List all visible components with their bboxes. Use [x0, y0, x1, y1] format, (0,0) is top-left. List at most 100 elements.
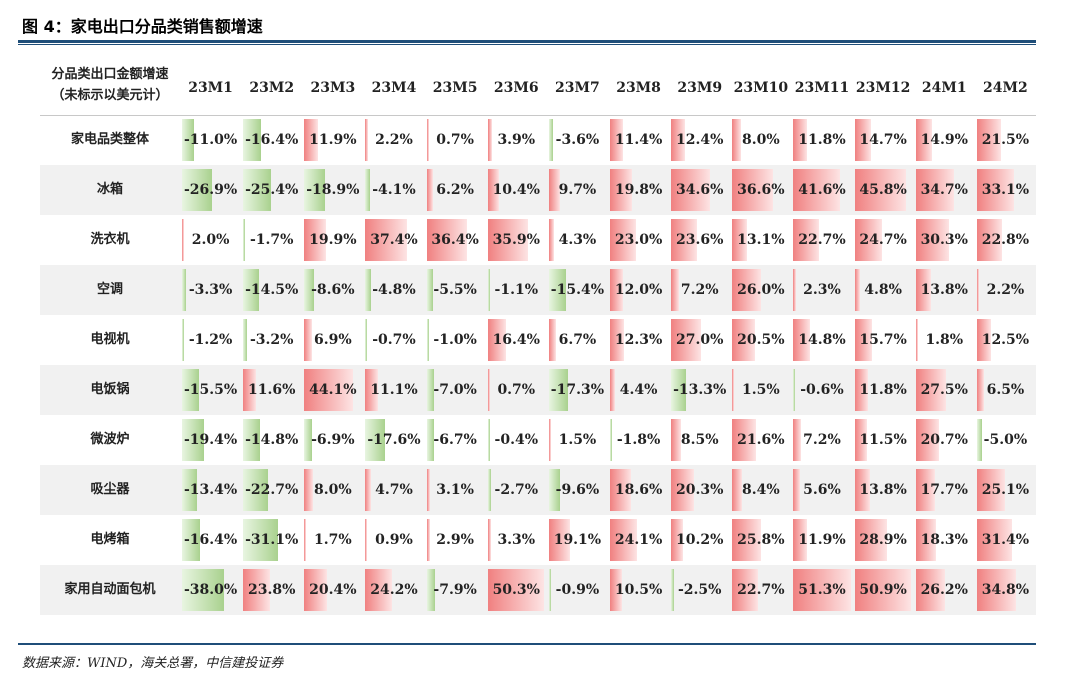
negative-bar [610, 419, 612, 461]
table-cell: 20.4% [302, 565, 363, 615]
cell-value: 25.8% [737, 532, 785, 548]
cell-value: 11.6% [248, 382, 296, 398]
positive-bar [671, 469, 694, 511]
table-row: 空调 -3.3% -14.5% -8.6% -4.8% -5.5% -1.1% -15.4% 1… [40, 265, 1036, 315]
positive-bar [671, 319, 702, 361]
cell-value: 34.6% [676, 182, 724, 198]
column-header: 23M9 [677, 80, 723, 96]
positive-bar [243, 569, 270, 611]
table-cell: 11.9% [302, 115, 363, 165]
table-cell: -9.6% [547, 465, 608, 515]
positive-bar [610, 119, 623, 161]
negative-bar [182, 169, 212, 211]
table-cell: -14.8% [241, 415, 302, 465]
positive-bar [915, 469, 936, 511]
positive-bar [610, 269, 624, 311]
cell-value: 20.7% [920, 432, 968, 448]
cell-value: 2.3% [803, 282, 841, 298]
cell-value: 20.3% [676, 482, 724, 498]
table-cell: 36.6% [730, 165, 791, 215]
table-cell: 35.9% [486, 215, 547, 265]
cell-value: 6.5% [986, 382, 1025, 398]
table-row: 电饭锅 -15.5% 11.6% 44.1% 11.1% -7.0% 0.7% -17.3% 4… [40, 365, 1036, 415]
cell-value: 34.7% [920, 182, 968, 198]
cell-value: -15.5% [183, 382, 238, 398]
cell-value: 37.4% [370, 232, 418, 248]
table-cell: 1.5% [547, 415, 608, 465]
cell-value: -1.7% [249, 232, 294, 248]
row-label: 电视机 [90, 332, 130, 347]
top-rule [18, 40, 1036, 43]
table-cell: 37.4% [363, 215, 424, 265]
negative-bar [548, 269, 566, 311]
column-header: 24M2 [983, 80, 1028, 96]
cell-value: 4.7% [375, 482, 413, 498]
cell-value: 28.9% [859, 532, 907, 548]
table-cell: 7.2% [791, 415, 852, 465]
cell-value: -0.9% [555, 582, 600, 598]
cell-value: -17.6% [367, 432, 421, 448]
table-cell: -7.0% [425, 365, 486, 415]
cell-value: 13.1% [737, 232, 785, 248]
positive-bar [548, 219, 554, 261]
negative-bar [365, 269, 371, 311]
cell-value: -15.4% [550, 282, 605, 298]
positive-bar [304, 469, 314, 511]
source-note: 数据来源：WIND，海关总署，中信建投证券 [22, 656, 284, 671]
negative-bar [182, 269, 186, 311]
positive-bar [182, 219, 185, 261]
table-cell: 23.6% [669, 215, 730, 265]
cell-value: -6.7% [433, 432, 477, 448]
positive-bar [671, 169, 710, 211]
cell-value: -13.3% [673, 382, 727, 398]
table-cell: 21.5% [975, 115, 1036, 165]
positive-bar [487, 569, 544, 611]
table-row: 吸尘器 -13.4% -22.7% 8.0% 4.7% 3.1% -2.7% -9.6% 18.… [40, 465, 1036, 515]
positive-bar [915, 369, 947, 411]
positive-bar [671, 269, 680, 311]
negative-bar [243, 469, 269, 511]
cell-value: 1.5% [742, 382, 780, 398]
positive-bar [793, 469, 800, 511]
positive-bar [793, 269, 796, 311]
table-cell: -18.9% [302, 165, 363, 215]
negative-bar [243, 319, 247, 361]
positive-bar [732, 469, 742, 511]
column-header: 24M1 [921, 80, 967, 96]
negative-bar [304, 169, 326, 211]
positive-bar [915, 119, 933, 161]
cell-value: -5.5% [433, 282, 477, 298]
positive-bar [793, 219, 819, 261]
positive-bar [426, 119, 429, 161]
cell-value: -1.2% [188, 332, 233, 348]
negative-bar [426, 269, 433, 311]
cell-value: 44.1% [309, 382, 357, 398]
cell-value: -3.6% [555, 132, 600, 148]
negative-bar [548, 569, 551, 611]
positive-bar [915, 419, 939, 461]
cell-value: 21.6% [737, 432, 785, 448]
positive-bar [610, 369, 615, 411]
row-label: 电烤箱 [90, 532, 130, 547]
positive-bar [793, 569, 851, 611]
cell-value: -13.4% [183, 482, 238, 498]
table-cell: -17.3% [547, 365, 608, 415]
cell-value: -4.8% [372, 282, 416, 298]
row-label: 家用自动面包机 [64, 582, 156, 597]
cell-value: 7.2% [803, 432, 841, 448]
cell-value: 11.8% [859, 382, 907, 398]
cell-value: 11.9% [798, 532, 846, 548]
cell-value: 24.1% [614, 532, 663, 548]
table-cell: -2.7% [486, 465, 547, 515]
negative-bar [548, 119, 553, 161]
cell-value: -3.2% [249, 332, 294, 348]
table-cell: -15.5% [180, 365, 241, 415]
positive-bar [487, 219, 528, 261]
table-cell: 3.1% [425, 465, 486, 515]
cell-value: -17.3% [550, 382, 605, 398]
row-label: 吸尘器 [90, 482, 130, 497]
cell-value: 15.7% [859, 332, 907, 348]
cell-value: 18.6% [614, 482, 663, 498]
table-cell: 0.9% [363, 515, 424, 565]
table-cell: 25.1% [975, 465, 1036, 515]
